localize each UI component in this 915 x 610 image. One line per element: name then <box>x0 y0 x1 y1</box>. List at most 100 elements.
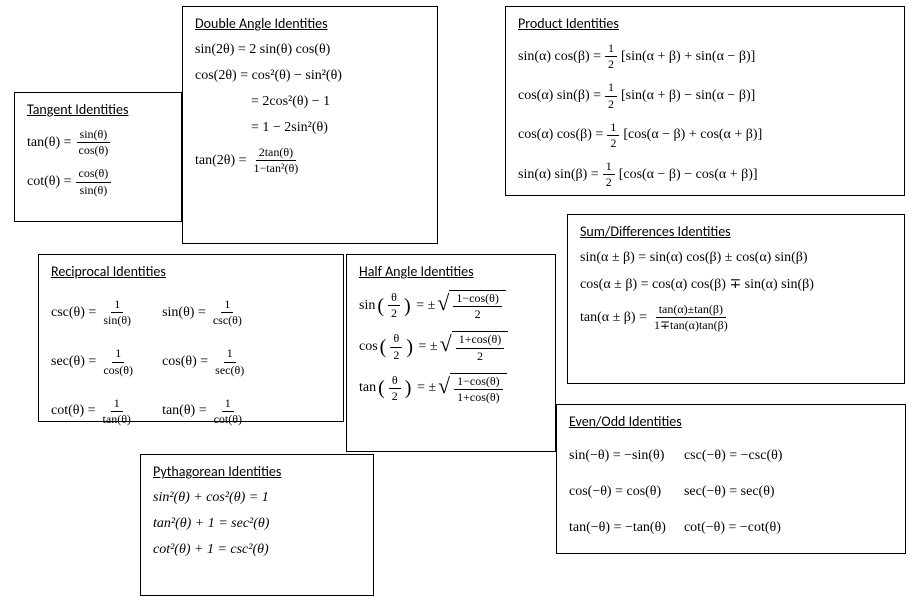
frac-num: 1 <box>221 298 233 313</box>
frac-den: sin(θ) <box>100 313 134 327</box>
reciprocal-eq-1a: csc(θ) =1sin(θ) <box>51 298 138 327</box>
frac-den: cos(θ) <box>76 143 112 157</box>
text: csc(θ) = <box>51 305 96 321</box>
frac-den: 1∓tan(α)tan(β) <box>651 318 731 332</box>
evenodd-eq-1a: sin(−θ) = −sin(θ) <box>569 448 666 464</box>
half-eq-2: cos (θ2) = ± √1+cos(θ)2 <box>359 331 543 362</box>
frac-num: 1 <box>224 347 236 362</box>
frac-den: 1+cos(θ) <box>454 390 503 404</box>
sumdiff-eq-3: tan(α ± β) = tan(α)±tan(β)1∓tan(α)tan(β) <box>580 303 892 332</box>
product-eq-3: cos(α) cos(β) = 12 [cos(α − β) + cos(α +… <box>518 121 892 150</box>
half-angle-title: Half Angle Identities <box>359 263 543 280</box>
sumdiff-eq-1: sin(α ± β) = sin(α) cos(β) ± cos(α) sin(… <box>580 250 892 266</box>
frac-den: 2 <box>389 389 401 403</box>
text: sin(θ) = <box>162 305 206 321</box>
evenodd-eq-2a: cos(−θ) = cos(θ) <box>569 484 666 500</box>
double-eq-3: = 2cos²(θ) − 1 <box>251 94 425 110</box>
reciprocal-eq-3a: cot(θ) = 1tan(θ) <box>51 397 138 426</box>
reciprocal-eq-1b: sin(θ) = 1csc(θ) <box>162 298 249 327</box>
text: cot(θ) = <box>51 403 96 419</box>
pythagorean-title: Pythagorean Identities <box>153 463 361 480</box>
sum-diff-box: Sum/Differences Identities sin(α ± β) = … <box>567 214 905 384</box>
radical-icon: √ <box>440 333 452 364</box>
frac-den: sec(θ) <box>212 363 247 377</box>
frac-num: 1+cos(θ) <box>456 333 505 348</box>
even-odd-title: Even/Odd Identities <box>569 413 893 430</box>
double-eq-1: sin(2θ) = 2 sin(θ) cos(θ) <box>195 42 425 58</box>
pythagorean-box: Pythagorean Identities sin²(θ) + cos²(θ)… <box>140 454 374 596</box>
text: [sin(α + β) + sin(α − β)] <box>621 49 755 65</box>
text: cos(α) cos(β) = <box>518 127 603 143</box>
frac-den: tan(θ) <box>100 412 134 426</box>
frac-num: θ <box>390 332 402 347</box>
frac-den: cos(θ) <box>100 363 136 377</box>
product-identities-box: Product Identities sin(α) cos(β) = 12 [s… <box>505 6 905 196</box>
text: [sin(α + β) − sin(α − β)] <box>621 88 755 104</box>
frac-den: sin(θ) <box>77 183 111 197</box>
frac-num: 1 <box>112 347 124 362</box>
frac-num: 1 <box>111 397 123 412</box>
pythag-eq-2: tan²(θ) + 1 = sec²(θ) <box>153 516 361 532</box>
frac-den: 1−tan²(θ) <box>251 161 302 175</box>
half-eq-3: tan (θ2) = ± √1−cos(θ)1+cos(θ) <box>359 373 543 404</box>
frac-num: 1 <box>222 397 234 412</box>
product-eq-1: sin(α) cos(β) = 12 [sin(α + β) + sin(α −… <box>518 42 892 71</box>
sum-diff-title: Sum/Differences Identities <box>580 223 892 240</box>
tangent-identities-box: Tangent Identities tan(θ) = sin(θ)cos(θ)… <box>14 92 182 222</box>
frac-num: θ <box>389 374 401 389</box>
evenodd-eq-3b: cot(−θ) = −cot(θ) <box>684 520 783 536</box>
sumdiff-eq-2: cos(α ± β) = cos(α) cos(β) ∓ sin(α) sin(… <box>580 276 892 293</box>
frac-den: 2 <box>474 349 486 363</box>
double-angle-title: Double Angle Identities <box>195 15 425 32</box>
text: sin(α) sin(β) = <box>518 167 599 183</box>
frac-num: 1 <box>607 121 619 136</box>
frac-num: θ <box>388 291 400 306</box>
text: sec(θ) = <box>51 354 96 370</box>
product-eq-4: sin(α) sin(β) = 12 [cos(α − β) − cos(α +… <box>518 160 892 189</box>
text: tan(2θ) = <box>195 153 247 169</box>
reciprocal-eq-2a: sec(θ) = 1cos(θ) <box>51 347 138 376</box>
half-angle-box: Half Angle Identities sin (θ2) = ± √1−co… <box>346 254 556 452</box>
tangent-eq-2: cot(θ) = cos(θ)sin(θ) <box>27 167 169 196</box>
frac-num: 1 <box>605 42 617 57</box>
double-angle-box: Double Angle Identities sin(2θ) = 2 sin(… <box>182 6 438 244</box>
text: sin(α) cos(β) = <box>518 49 601 65</box>
text: = ± <box>413 380 436 396</box>
text: cot(θ) = <box>27 174 72 190</box>
frac-num: 1 <box>605 81 617 96</box>
text: cos(α) sin(β) = <box>518 88 601 104</box>
reciprocal-title: Reciprocal Identities <box>51 263 331 280</box>
text: [cos(α − β) − cos(α + β)] <box>619 167 758 183</box>
frac-den: cot(θ) <box>211 412 245 426</box>
even-odd-box: Even/Odd Identities sin(−θ) = −sin(θ) co… <box>556 404 906 554</box>
pythag-eq-1: sin²(θ) + cos²(θ) = 1 <box>153 490 361 506</box>
frac-num: 1−cos(θ) <box>453 292 502 307</box>
radical-icon: √ <box>438 375 450 406</box>
tangent-eq-1: tan(θ) = sin(θ)cos(θ) <box>27 128 169 157</box>
evenodd-eq-3a: tan(−θ) = −tan(θ) <box>569 520 666 536</box>
frac-num: tan(α)±tan(β) <box>656 303 726 318</box>
frac-den: 2 <box>605 57 617 71</box>
double-eq-4: = 1 − 2sin²(θ) <box>251 120 425 136</box>
tangent-title: Tangent Identities <box>27 101 169 118</box>
frac-den: 2 <box>472 307 484 321</box>
frac-den: 2 <box>388 306 400 320</box>
reciprocal-identities-box: Reciprocal Identities csc(θ) =1sin(θ) se… <box>38 254 344 422</box>
text: tan(α ± β) = <box>580 310 647 326</box>
product-eq-2: cos(α) sin(β) = 12 [sin(α + β) − sin(α −… <box>518 81 892 110</box>
text: tan(θ) = <box>27 135 72 151</box>
product-title: Product Identities <box>518 15 892 32</box>
text: sin <box>359 298 375 314</box>
frac-num: cos(θ) <box>76 167 112 182</box>
frac-den: 2 <box>603 175 615 189</box>
radical-icon: √ <box>437 292 449 323</box>
double-eq-2: cos(2θ) = cos²(θ) − sin²(θ) <box>195 68 425 84</box>
frac-den: 2 <box>605 97 617 111</box>
frac-den: csc(θ) <box>210 313 245 327</box>
text: cos(θ) = <box>162 354 208 370</box>
frac-den: 2 <box>607 136 619 150</box>
half-eq-1: sin (θ2) = ± √1−cos(θ)2 <box>359 290 543 321</box>
evenodd-eq-2b: sec(−θ) = sec(θ) <box>684 484 783 500</box>
frac-num: sin(θ) <box>77 128 111 143</box>
frac-num: 1−cos(θ) <box>454 375 503 390</box>
